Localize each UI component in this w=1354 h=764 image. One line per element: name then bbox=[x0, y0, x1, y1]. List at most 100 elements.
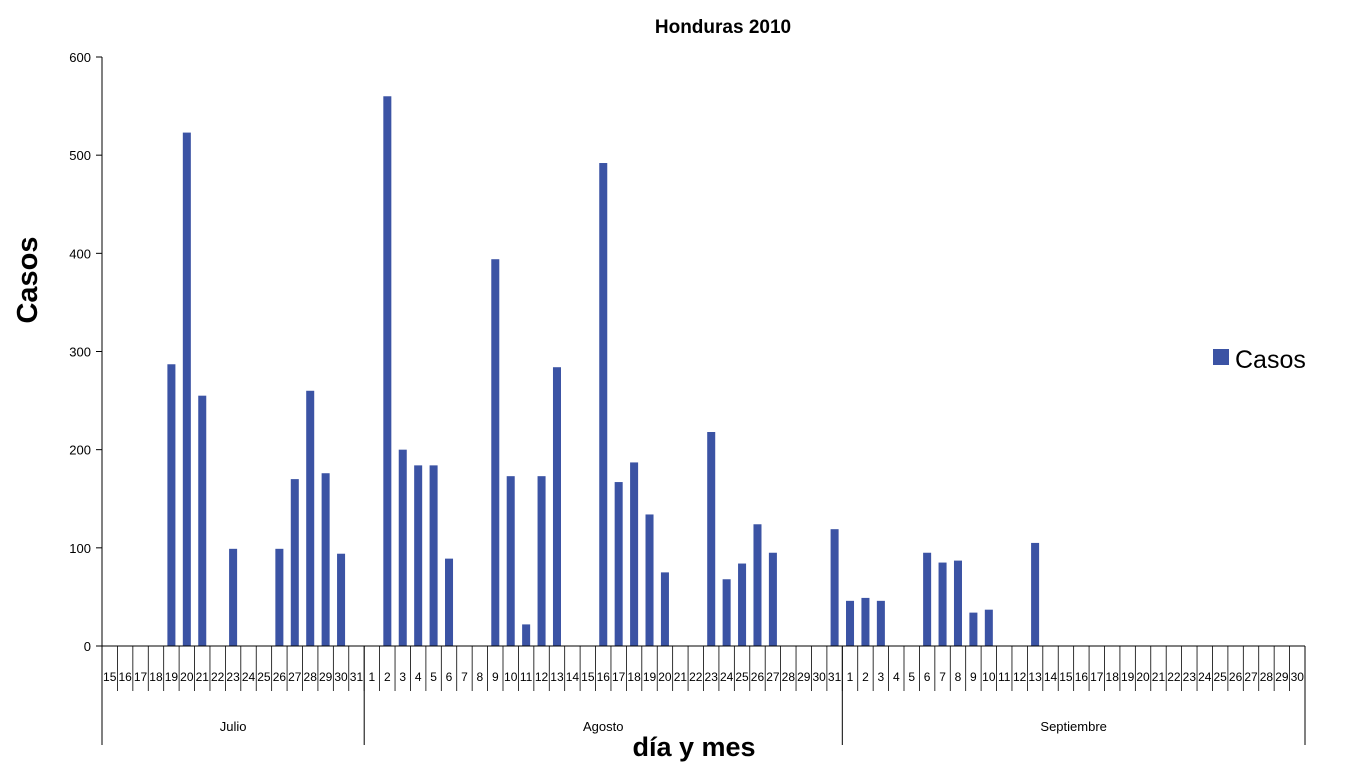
x-tick-label: 11 bbox=[520, 670, 533, 684]
chart-title: Honduras 2010 bbox=[655, 17, 791, 38]
x-tick-label: 21 bbox=[674, 670, 688, 684]
x-tick-label: 24 bbox=[242, 670, 256, 684]
y-tick-label: 300 bbox=[69, 345, 91, 360]
x-tick-label: 2 bbox=[862, 670, 869, 684]
x-tick-label: 23 bbox=[226, 670, 240, 684]
bar bbox=[738, 563, 747, 646]
bar bbox=[167, 364, 176, 646]
x-tick-label: 28 bbox=[782, 670, 796, 684]
bar bbox=[707, 432, 716, 646]
x-tick-label: 18 bbox=[627, 670, 641, 684]
legend-label: Casos bbox=[1235, 346, 1306, 374]
bar bbox=[306, 390, 315, 646]
x-tick-label: 4 bbox=[415, 670, 422, 684]
bar bbox=[614, 482, 623, 646]
x-tick-label: 22 bbox=[1167, 670, 1181, 684]
bar bbox=[876, 600, 885, 646]
x-tick-label: 7 bbox=[939, 670, 946, 684]
bar bbox=[182, 132, 191, 647]
x-tick-label: 25 bbox=[735, 670, 749, 684]
x-tick-label: 17 bbox=[612, 670, 626, 684]
x-tick-label: 20 bbox=[1136, 670, 1150, 684]
x-tick-label: 30 bbox=[812, 670, 826, 684]
x-tick-label: 7 bbox=[461, 670, 468, 684]
bar bbox=[938, 562, 947, 646]
x-tick-label: 19 bbox=[1121, 670, 1135, 684]
x-tick-label: 25 bbox=[257, 670, 271, 684]
bars bbox=[167, 96, 1040, 647]
x-tick-label: 25 bbox=[1213, 670, 1227, 684]
bar bbox=[429, 465, 438, 646]
y-tick-label: 400 bbox=[69, 246, 91, 261]
bar bbox=[198, 395, 207, 646]
x-tick-label: 15 bbox=[581, 670, 595, 684]
x-tick-label: 6 bbox=[446, 670, 453, 684]
month-label: Julio bbox=[220, 719, 247, 734]
x-tick-label: 24 bbox=[720, 670, 734, 684]
x-tick-label: 11 bbox=[998, 670, 1011, 684]
x-tick-label: 26 bbox=[273, 670, 287, 684]
x-tick-label: 24 bbox=[1198, 670, 1212, 684]
y-axis-label: Casos bbox=[12, 236, 44, 323]
bar bbox=[599, 163, 608, 646]
bar bbox=[383, 96, 392, 646]
bar bbox=[491, 259, 500, 646]
x-tick-label: 15 bbox=[103, 670, 117, 684]
x-tick-label: 31 bbox=[828, 670, 842, 684]
x-tick-label: 30 bbox=[1291, 670, 1305, 684]
x-tick-label: 13 bbox=[550, 670, 564, 684]
bar bbox=[290, 479, 299, 646]
x-tick-label: 23 bbox=[1183, 670, 1197, 684]
bar bbox=[445, 558, 454, 646]
x-axis: 15 16 17 18 19 20 21 22 23 24 25 26 27 28 29 30 31 1 2 3 4 5 6… bbox=[101, 645, 1306, 745]
x-tick-label: 21 bbox=[1152, 670, 1166, 684]
x-axis-label: día y mes bbox=[632, 732, 755, 762]
x-tick-label: 8 bbox=[955, 670, 962, 684]
y-tick-label: 200 bbox=[69, 443, 91, 458]
x-tick-label: 26 bbox=[1229, 670, 1243, 684]
bar bbox=[830, 529, 839, 646]
bar bbox=[398, 449, 407, 646]
y-axis: 0 100 200 300 400 500 600 bbox=[69, 50, 103, 654]
x-tick-label: 29 bbox=[797, 670, 811, 684]
x-tick-label: 9 bbox=[492, 670, 499, 684]
x-tick-label: 23 bbox=[705, 670, 719, 684]
bar bbox=[753, 524, 762, 646]
x-tick-label: 26 bbox=[751, 670, 765, 684]
x-tick-label: 27 bbox=[766, 670, 780, 684]
bar bbox=[645, 514, 654, 646]
x-tick-label: 17 bbox=[1090, 670, 1104, 684]
x-tick-label: 3 bbox=[878, 670, 885, 684]
x-tick-label: 21 bbox=[196, 670, 210, 684]
x-tick-label: 22 bbox=[689, 670, 703, 684]
x-tick-label: 13 bbox=[1028, 670, 1042, 684]
x-tick-label: 10 bbox=[504, 670, 518, 684]
bar bbox=[846, 600, 855, 646]
x-tick-label: 5 bbox=[908, 670, 915, 684]
x-tick-label: 16 bbox=[597, 670, 611, 684]
y-tick-label: 600 bbox=[69, 50, 91, 65]
x-tick-label: 28 bbox=[304, 670, 318, 684]
bar bbox=[953, 560, 962, 646]
bar bbox=[969, 612, 978, 646]
x-tick-label: 15 bbox=[1059, 670, 1073, 684]
x-tick-label: 1 bbox=[369, 670, 376, 684]
x-tick-label: 4 bbox=[893, 670, 900, 684]
month-label: Septiembre bbox=[1040, 719, 1106, 734]
x-tick-label: 8 bbox=[477, 670, 484, 684]
bar bbox=[923, 552, 932, 646]
bar bbox=[414, 465, 423, 646]
x-tick-label: 16 bbox=[118, 670, 132, 684]
bar bbox=[506, 476, 515, 646]
x-tick-label: 20 bbox=[180, 670, 194, 684]
x-tick-label: 17 bbox=[134, 670, 148, 684]
x-tick-label: 29 bbox=[319, 670, 333, 684]
y-tick-label: 500 bbox=[69, 148, 91, 163]
bar bbox=[321, 473, 330, 646]
x-tick-label: 19 bbox=[643, 670, 657, 684]
x-tick-label: 5 bbox=[430, 670, 437, 684]
x-tick-label: 20 bbox=[658, 670, 672, 684]
x-tick-label: 3 bbox=[399, 670, 406, 684]
x-tick-label: 19 bbox=[165, 670, 179, 684]
